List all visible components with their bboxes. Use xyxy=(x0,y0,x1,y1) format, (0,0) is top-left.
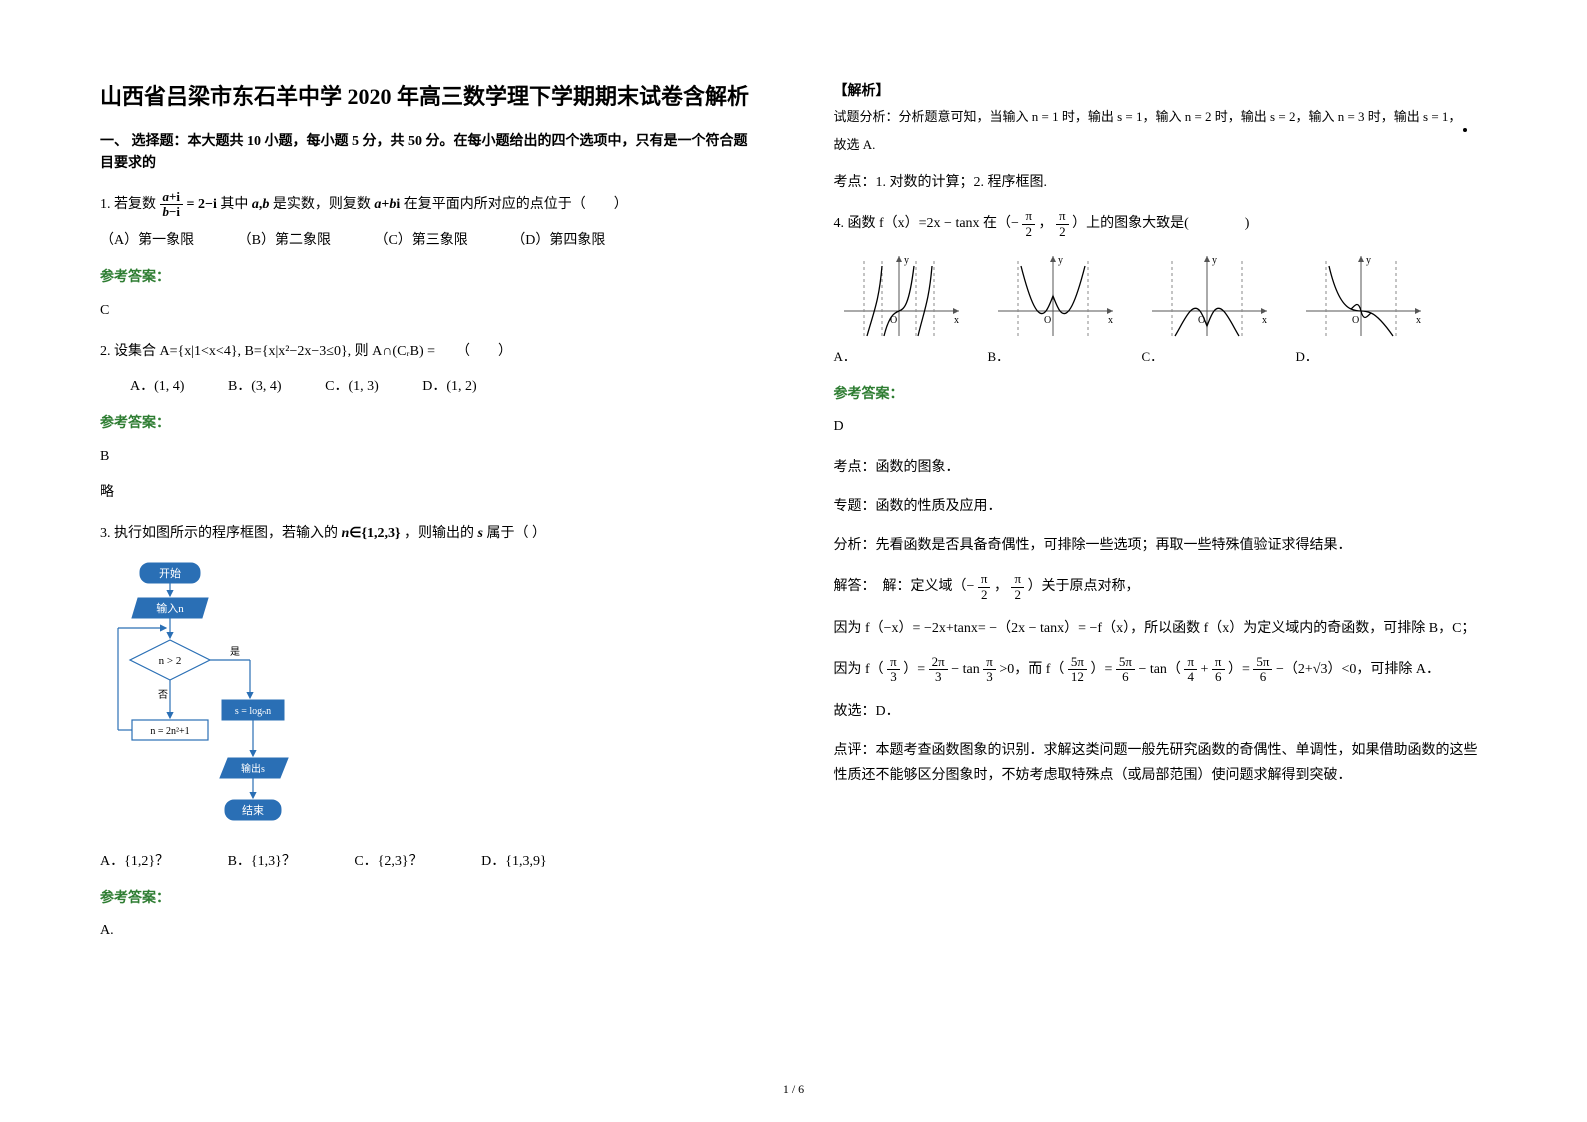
q4-fenxi: 分析：先看函数是否具备奇偶性，可排除一些选项；再取一些特殊值验证求得结果． xyxy=(834,533,1488,558)
q1-eq: = 2−i xyxy=(187,197,217,212)
q4-stem-suffix: ）上的图象大致是( ) xyxy=(1072,216,1249,231)
q2-optB: B．(3, 4) xyxy=(228,373,282,401)
q3-optB: B．{1,3}？ xyxy=(228,848,296,876)
q3-stem-suffix: ，则输出的 xyxy=(404,526,478,541)
svg-text:O: O xyxy=(1352,315,1359,326)
q2-stem: 2. 设集合 A={x|1<x<4}, B={x|x²−2x−3≤0}, 则 A… xyxy=(100,339,754,366)
q2-answer-label: 参考答案： xyxy=(100,411,754,438)
q2-note: 略 xyxy=(100,480,754,507)
left-column: 山西省吕梁市东石羊中学 2020 年高三数学理下学期期末试卷含解析 一、 选择题… xyxy=(100,80,754,959)
fc-output: 输出s xyxy=(241,762,265,775)
q2-optC: C．(1, 3) xyxy=(325,373,379,401)
analysis-heading: 【解析】 xyxy=(834,80,1488,100)
question-2: 2. 设集合 A={x|1<x<4}, B={x|x²−2x−3≤0}, 则 A… xyxy=(100,339,754,507)
q1-options: （A）第一象限 （B）第二象限 （C）第三象限 （D）第四象限 xyxy=(100,227,754,255)
question-4: 4. 函数 f（x）=2x − tanx 在（− π2 ， π2 ）上的图象大致… xyxy=(834,209,1488,788)
decorative-dot xyxy=(1463,128,1467,132)
q1-stem-mid2: 是实数，则复数 xyxy=(273,197,375,212)
q4-label-c: C． xyxy=(1142,345,1272,370)
q1-stem-mid: 其中 xyxy=(220,197,248,212)
svg-text:O: O xyxy=(1044,315,1051,326)
svg-text:x: x xyxy=(1416,315,1421,326)
q4-jieda3: 因为 f（ π3 ）= 2π3 − tan π3 >0，而 f（ 5π12 ）=… xyxy=(834,655,1488,685)
analysis-line2: 故选 A. xyxy=(834,134,1488,156)
q4-jieda-mid: ， xyxy=(994,579,1008,594)
q3-options: A．{1,2}？ B．{1,3}？ C．{2,3}？ D．{1,3,9} xyxy=(100,848,754,876)
fc-cond: n > 2 xyxy=(159,655,182,667)
q1-ab: a,b xyxy=(252,197,270,212)
question-1: 1. 若复数 a+i b−i = 2−i 其中 a,b 是实数，则复数 a+bi… xyxy=(100,190,754,325)
q4-kaodian: 考点：函数的图象． xyxy=(834,455,1488,480)
q3-answer: A. xyxy=(100,918,754,945)
q4-graph-d: y x O D． xyxy=(1296,251,1426,370)
q4-label-d: D． xyxy=(1296,345,1426,370)
q1-stem-suffix: 在复平面内所对应的点位于（ ） xyxy=(404,197,628,212)
q4-graph-c: y x O C． xyxy=(1142,251,1272,370)
q1-optA: （A）第一象限 xyxy=(100,227,194,255)
q1-fraction: a+i b−i xyxy=(160,190,184,220)
q3-optA: A．{1,2}？ xyxy=(100,848,169,876)
q4-stem-mid: ， xyxy=(1039,216,1053,231)
fc-end: 结束 xyxy=(242,804,264,817)
q4-guxuan: 故选：D． xyxy=(834,699,1488,724)
q3-n-set: n∈{1,2,3} xyxy=(342,526,401,541)
svg-text:y: y xyxy=(1212,255,1217,266)
q4-answer-label: 参考答案： xyxy=(834,382,1488,409)
q3-answer-label: 参考答案： xyxy=(100,886,754,913)
q3-stem-prefix: 3. 执行如图所示的程序框图，若输入的 xyxy=(100,526,342,541)
svg-text:y: y xyxy=(904,255,909,266)
svg-text:x: x xyxy=(954,315,959,326)
q4-graphs: y x O A． xyxy=(834,251,1488,370)
analysis-kaodian: 考点：1. 对数的计算；2. 程序框图. xyxy=(834,170,1488,195)
section-heading: 一、 选择题：本大题共 10 小题，每小题 5 分，共 50 分。在每小题给出的… xyxy=(100,131,754,176)
q1-answer: C xyxy=(100,298,754,325)
q1-optB: （B）第二象限 xyxy=(238,227,331,255)
fc-yes: 是 xyxy=(230,646,240,658)
q2-optD: D．(1, 2) xyxy=(422,373,476,401)
q4-stem-prefix: 4. 函数 f（x）=2x − tanx 在（− xyxy=(834,216,1023,231)
q4-zhuanti: 专题：函数的性质及应用． xyxy=(834,494,1488,519)
analysis-line1: 试题分析：分析题意可知，当输入 n = 1 时，输出 s = 1，输入 n = … xyxy=(834,106,1488,128)
q1-abi: a+bi xyxy=(374,197,400,212)
q4-frac2: π2 xyxy=(1056,209,1069,239)
q4-frac1: π2 xyxy=(1022,209,1035,239)
q2-optA: A．(1, 4) xyxy=(130,373,184,401)
question-3: 3. 执行如图所示的程序框图，若输入的 n∈{1,2,3} ，则输出的 s 属于… xyxy=(100,521,754,945)
fc-assign2: n = 2n²+1 xyxy=(150,726,189,737)
q3-stem-end: 属于（ ） xyxy=(486,526,546,541)
q3-optD: D．{1,3,9} xyxy=(481,848,547,876)
page-footer: 1 / 6 xyxy=(0,1082,1587,1097)
q2-options: A．(1, 4) B．(3, 4) C．(1, 3) D．(1, 2) xyxy=(100,373,754,401)
q3-s: s xyxy=(478,526,483,541)
q4-label-a: A． xyxy=(834,345,964,370)
q1-stem-prefix: 1. 若复数 xyxy=(100,197,160,212)
svg-text:y: y xyxy=(1366,255,1371,266)
q3-optC: C．{2,3}？ xyxy=(354,848,422,876)
q4-graph-b: y x O B． xyxy=(988,251,1118,370)
q2-answer: B xyxy=(100,444,754,471)
q1-optD: （D）第四象限 xyxy=(511,227,605,255)
q4-answer: D xyxy=(834,414,1488,441)
q3-flowchart: 开始 输入n n > 2 是 s = logₙn xyxy=(110,558,754,838)
q4-label-b: B． xyxy=(988,345,1118,370)
document-title: 山西省吕梁市东石羊中学 2020 年高三数学理下学期期末试卷含解析 xyxy=(100,80,754,113)
svg-text:x: x xyxy=(1262,315,1267,326)
q4-dianping: 点评：本题考查函数图象的识别．求解这类问题一般先研究函数的奇偶性、单调性，如果借… xyxy=(834,738,1488,788)
q4-jieda-suffix: ）关于原点对称， xyxy=(1028,579,1140,594)
q4-jieda-prefix: 解答： 解：定义域（− xyxy=(834,579,978,594)
q4-graph-a: y x O A． xyxy=(834,251,964,370)
q4-jieda1: 解答： 解：定义域（− π2 ， π2 ）关于原点对称， xyxy=(834,572,1488,602)
q4-jieda2: 因为 f（−x）= −2x+tanx= −（2x − tanx）= −f（x），… xyxy=(834,616,1488,641)
right-column: 【解析】 试题分析：分析题意可知，当输入 n = 1 时，输出 s = 1，输入… xyxy=(834,80,1488,959)
q1-optC: （C）第三象限 xyxy=(374,227,467,255)
fc-start: 开始 xyxy=(159,566,181,580)
fc-assign1: s = logₙn xyxy=(235,706,271,717)
fc-input: 输入n xyxy=(156,601,184,615)
q1-answer-label: 参考答案： xyxy=(100,265,754,292)
svg-text:y: y xyxy=(1058,255,1063,266)
fc-no: 否 xyxy=(158,689,168,701)
svg-text:x: x xyxy=(1108,315,1113,326)
